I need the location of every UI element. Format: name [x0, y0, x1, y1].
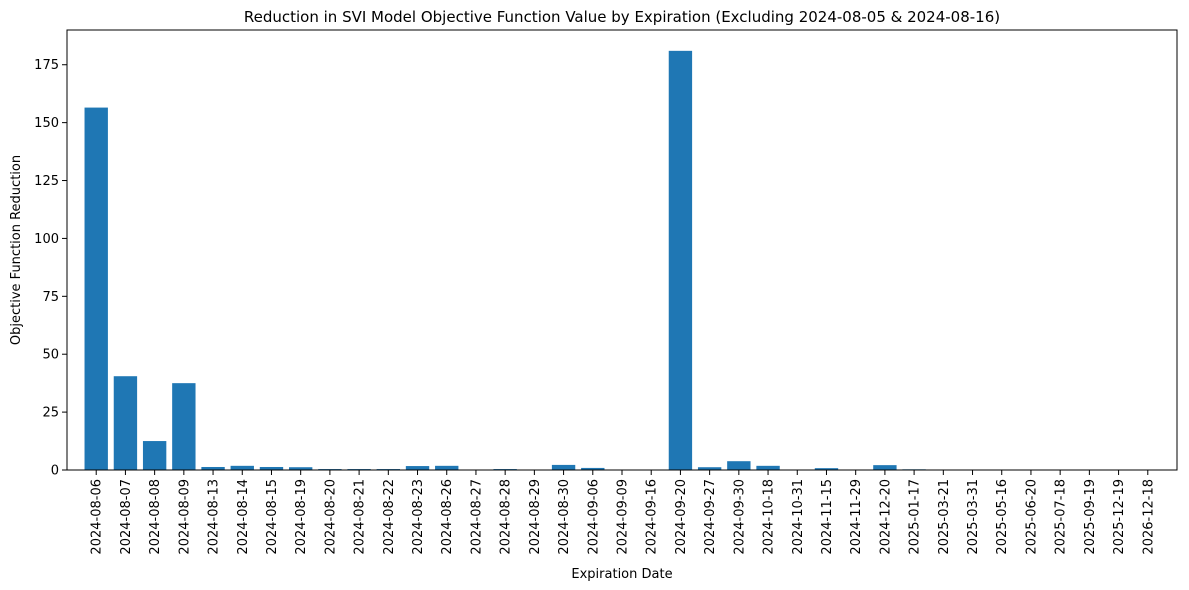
x-tick-label: 2024-09-30	[732, 479, 747, 555]
bar-2024-08-15	[259, 466, 284, 470]
x-tick-label: 2025-12-19	[1112, 479, 1127, 555]
x-tick-label: 2025-05-16	[995, 479, 1010, 555]
x-tick-label: 2024-10-18	[762, 479, 777, 555]
x-tick-label: 2024-08-22	[382, 479, 397, 555]
x-tick-label: 2024-08-23	[411, 479, 426, 555]
x-tick-label: 2024-08-14	[236, 479, 251, 555]
bar-2024-09-20	[668, 50, 693, 471]
y-tick-label: 150	[34, 116, 59, 131]
bar-2024-12-20	[873, 465, 897, 470]
bars-group	[84, 50, 1160, 471]
x-tick-label: 2024-08-21	[353, 479, 368, 555]
x-tick-label: 2024-08-30	[557, 479, 572, 555]
y-tick-label: 0	[51, 464, 59, 479]
x-tick-label: 2024-09-27	[703, 479, 718, 555]
x-tick-label: 2025-03-31	[966, 479, 981, 555]
x-tick-label: 2024-08-26	[440, 479, 455, 555]
chart-title: Reduction in SVI Model Objective Functio…	[244, 8, 1000, 26]
x-tick-label: 2024-08-13	[207, 479, 222, 555]
x-tick-label: 2024-08-29	[528, 479, 543, 555]
bar-2024-08-08	[142, 441, 167, 470]
x-tick-label: 2025-03-21	[937, 479, 952, 555]
x-tick-label: 2026-12-18	[1141, 479, 1156, 555]
bar-2024-11-15	[814, 468, 839, 470]
bar-2024-08-19	[289, 467, 313, 470]
bar-2024-08-23	[405, 466, 430, 470]
x-tick-label: 2025-06-20	[1024, 479, 1039, 555]
x-tick-label: 2024-08-15	[265, 479, 280, 555]
x-tick-label: 2024-08-28	[499, 479, 514, 555]
x-tick-label: 2024-08-07	[119, 479, 134, 555]
y-tick-label: 75	[42, 290, 59, 305]
y-axis-label: Objective Function Reduction	[9, 155, 24, 345]
y-tick-label: 125	[34, 174, 59, 189]
x-tick-label: 2024-09-16	[645, 479, 660, 555]
y-axis: 0 25 50 75 100 125 150 175	[34, 58, 67, 479]
x-tick-label: 2025-07-18	[1054, 479, 1069, 555]
y-tick-label: 175	[34, 58, 59, 73]
x-tick-label: 2024-08-08	[148, 479, 163, 555]
bar-2024-08-07	[113, 376, 138, 470]
x-tick-label: 2025-01-17	[908, 479, 923, 555]
x-tick-label: 2024-08-06	[90, 479, 105, 555]
x-tick-label: 2024-08-19	[294, 479, 309, 555]
bar-2024-08-09	[172, 383, 196, 470]
bar-2024-08-13	[201, 466, 225, 470]
x-tick-label: 2024-08-20	[323, 479, 338, 555]
x-tick-label: 2024-08-27	[469, 479, 484, 555]
y-tick-label: 25	[42, 406, 59, 421]
bar-2024-08-06	[84, 107, 108, 470]
bar-2024-08-26	[435, 465, 459, 470]
bar-2024-09-27	[697, 467, 722, 470]
plot-frame	[66, 29, 1178, 471]
x-tick-label: 2025-09-19	[1083, 479, 1098, 555]
y-tick-label: 50	[42, 348, 59, 363]
x-tick-label: 2024-08-09	[177, 479, 192, 555]
x-axis-label: Expiration Date	[571, 567, 672, 582]
x-tick-label: 2024-11-15	[820, 479, 835, 555]
x-tick-label: 2024-09-20	[674, 479, 689, 555]
bar-2024-08-30	[551, 464, 576, 470]
x-axis: 2024-08-06 2024-08-07 2024-08-08 2024-08-09…	[90, 470, 1156, 555]
x-tick-label: 2024-11-29	[849, 479, 864, 555]
bar-2024-09-06	[581, 467, 605, 470]
bar-2024-08-14	[230, 465, 254, 470]
x-tick-label: 2024-10-31	[791, 479, 806, 555]
bar-2024-10-18	[756, 465, 780, 470]
x-tick-label: 2024-09-09	[616, 479, 631, 555]
x-tick-label: 2024-12-20	[878, 479, 893, 555]
y-tick-label: 100	[34, 232, 59, 247]
x-tick-label: 2024-09-06	[586, 479, 601, 555]
bar-2024-09-30	[727, 461, 751, 470]
